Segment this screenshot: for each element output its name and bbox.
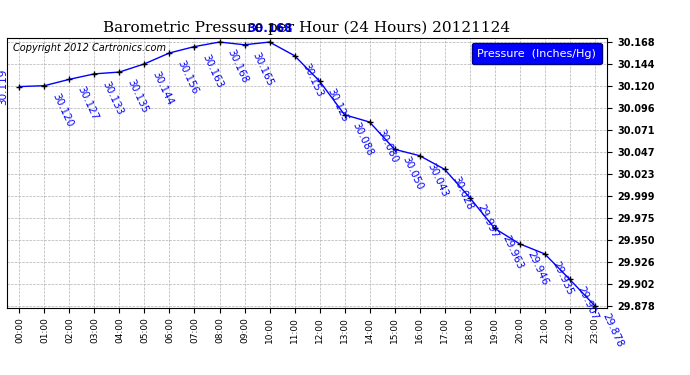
- Text: 30.168: 30.168: [247, 22, 293, 35]
- Text: 30.043: 30.043: [425, 161, 450, 198]
- Text: 30.088: 30.088: [350, 120, 375, 158]
- Text: 29.907: 29.907: [575, 285, 600, 322]
- Text: 29.935: 29.935: [550, 260, 575, 297]
- Text: 30.133: 30.133: [100, 80, 124, 117]
- Text: 30.135: 30.135: [125, 78, 150, 115]
- Text: Copyright 2012 Cartronics.com: Copyright 2012 Cartronics.com: [13, 43, 166, 53]
- Text: 30.080: 30.080: [375, 128, 400, 165]
- Text: 29.997: 29.997: [475, 203, 500, 240]
- Text: 30.119: 30.119: [0, 68, 8, 105]
- Text: 30.125: 30.125: [325, 87, 350, 124]
- Text: 30.120: 30.120: [50, 91, 75, 128]
- Text: 30.050: 30.050: [400, 155, 424, 192]
- Text: 30.153: 30.153: [300, 61, 324, 98]
- Text: 30.156: 30.156: [175, 58, 199, 96]
- Text: 30.144: 30.144: [150, 69, 175, 106]
- Text: 30.127: 30.127: [75, 85, 99, 122]
- Text: 29.878: 29.878: [600, 311, 624, 348]
- Title: Barometric Pressure per Hour (24 Hours) 20121124: Barometric Pressure per Hour (24 Hours) …: [104, 21, 511, 35]
- Legend: Pressure  (Inches/Hg): Pressure (Inches/Hg): [472, 43, 602, 64]
- Text: 30.028: 30.028: [450, 175, 475, 212]
- Text: 30.163: 30.163: [200, 52, 224, 89]
- Text: 30.165: 30.165: [250, 50, 275, 87]
- Text: 29.963: 29.963: [500, 234, 524, 271]
- Text: 29.946: 29.946: [525, 249, 550, 287]
- Text: 30.168: 30.168: [225, 48, 250, 85]
